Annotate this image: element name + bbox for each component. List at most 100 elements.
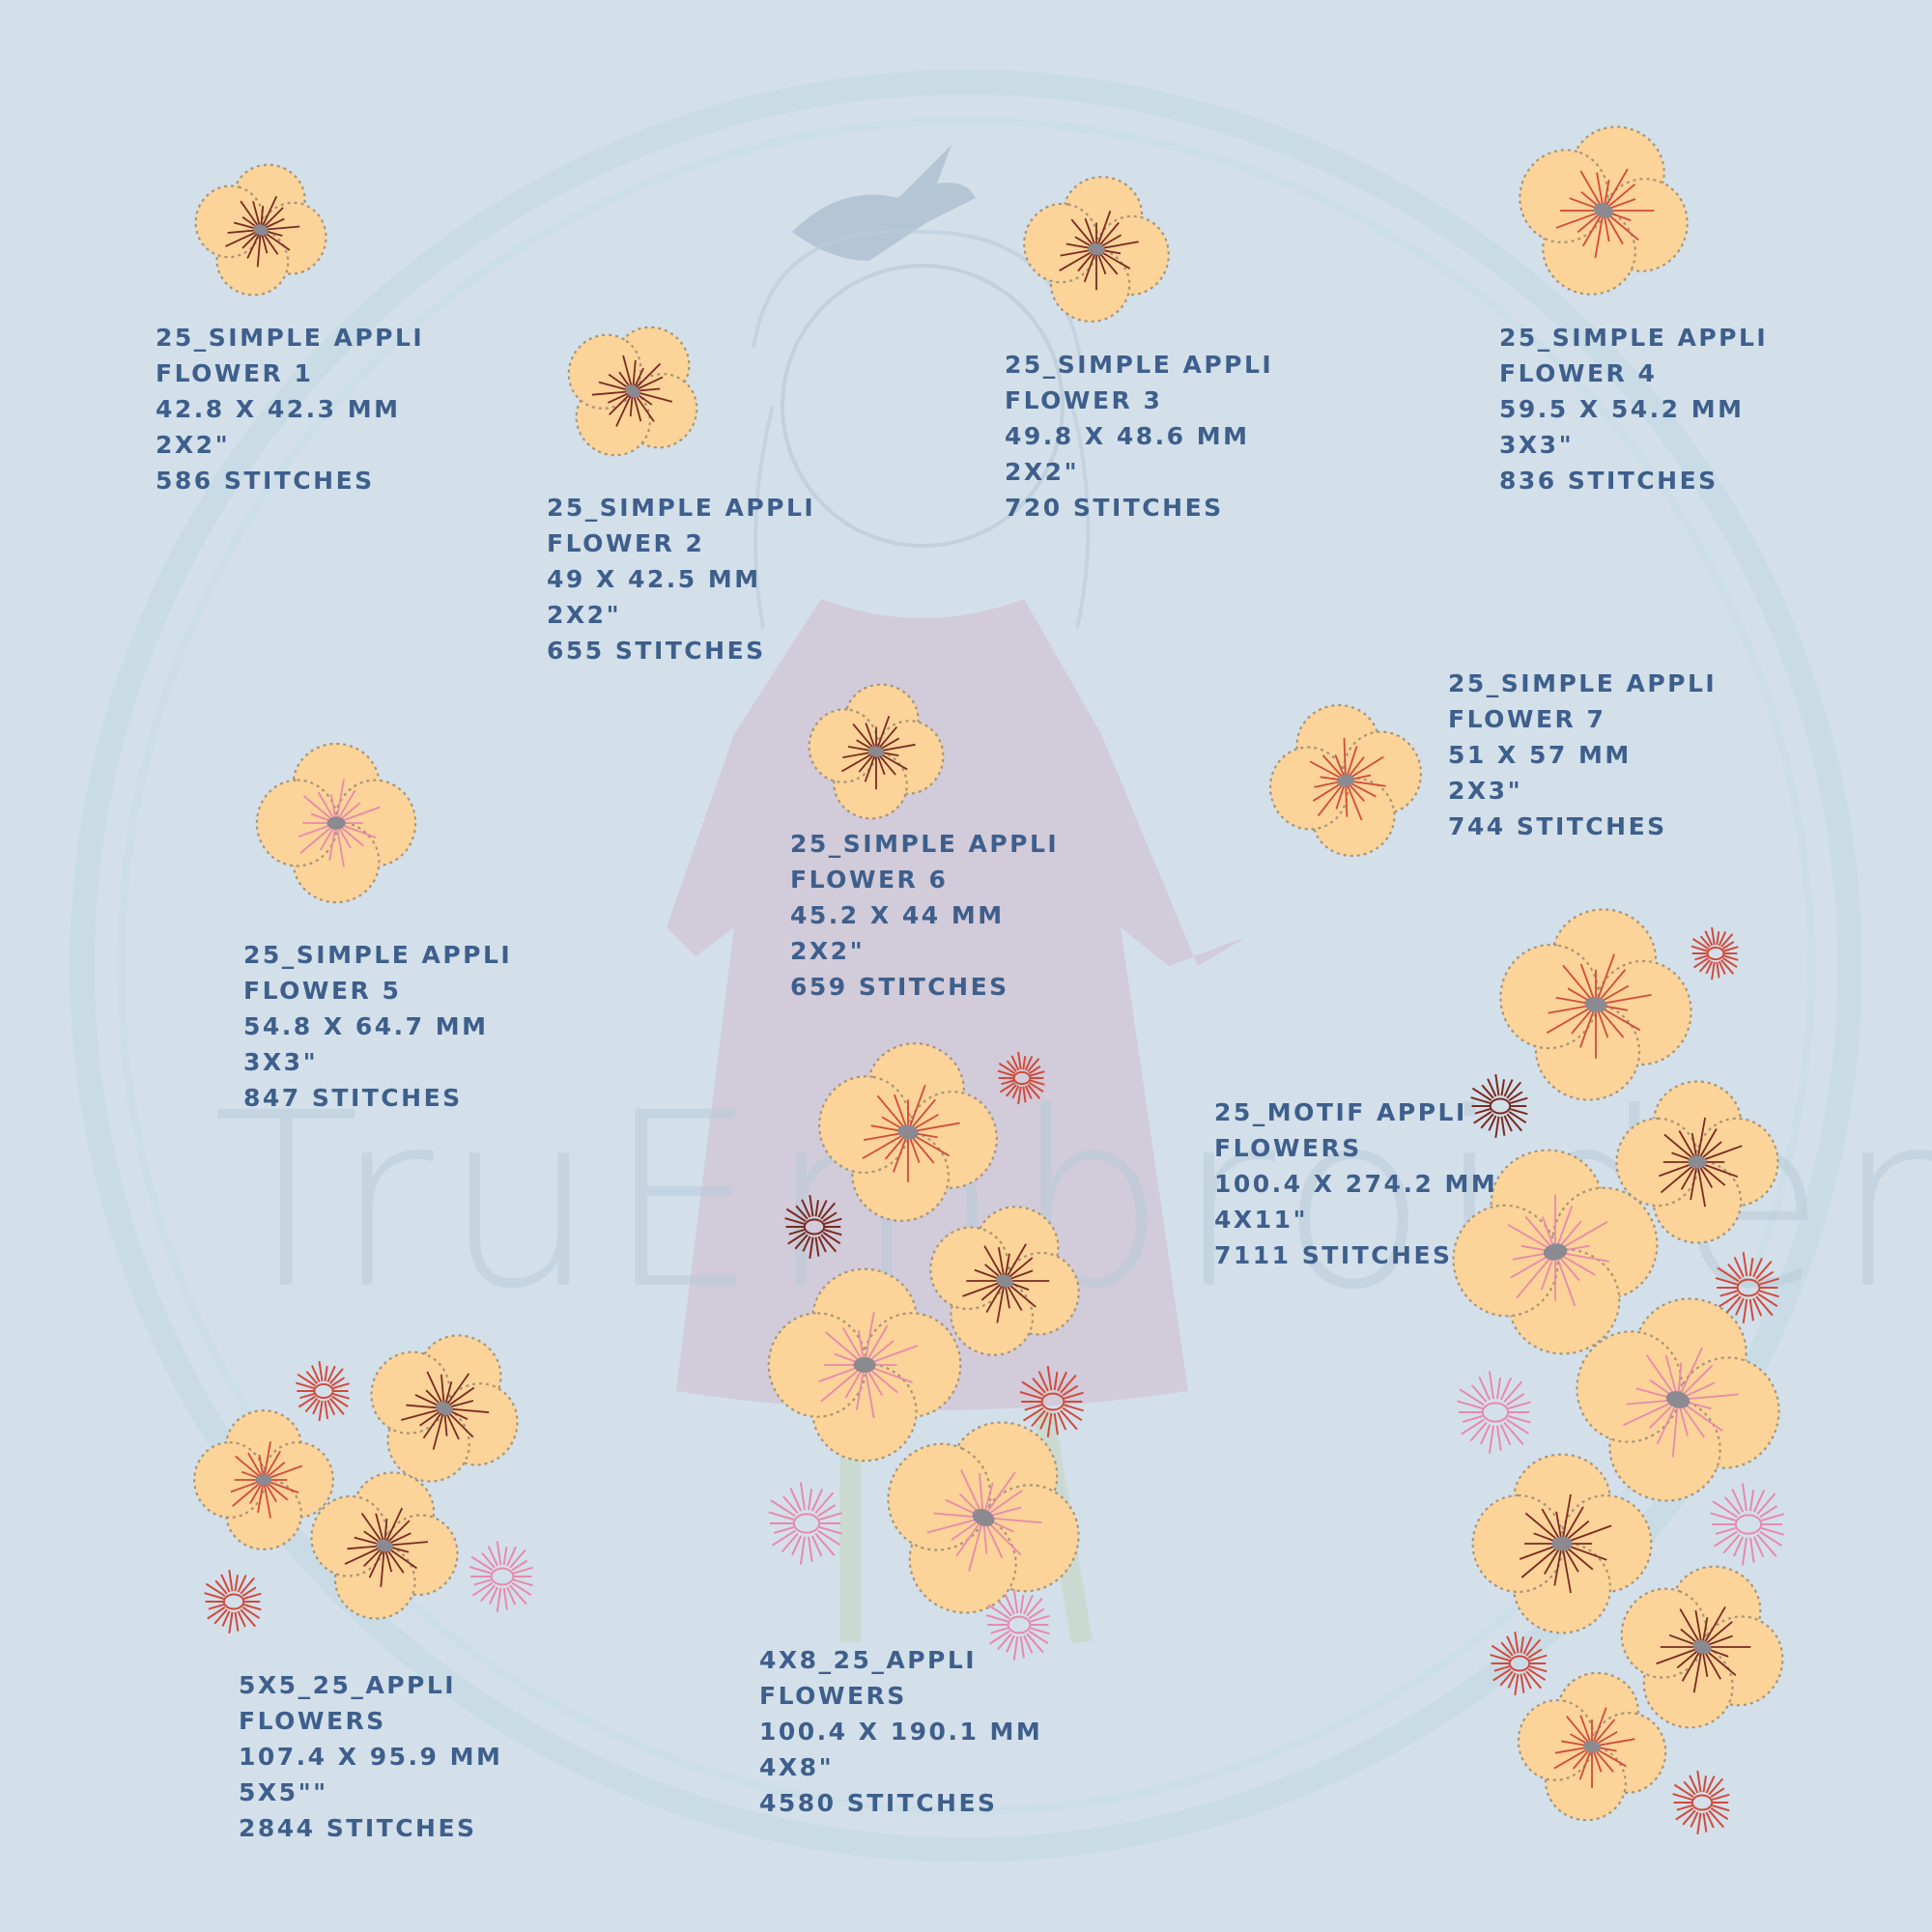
appli-flower <box>194 163 327 297</box>
flower-center <box>625 384 640 398</box>
design-dimensions: 45.2 x 44 mm <box>790 901 1005 929</box>
design-stitch-count: 586 stitches <box>156 467 375 495</box>
design-label-flower-6: 25_Simple Appli Flower 6 45.2 x 44 mm 2x… <box>790 826 1059 1005</box>
appli-flower <box>1268 703 1423 858</box>
design-stitch-count: 7111 stitches <box>1214 1241 1453 1269</box>
design-stitch-count: 720 stitches <box>1005 494 1224 522</box>
design-stitch-count: 744 stitches <box>1448 812 1667 840</box>
appli-flower <box>1452 1149 1659 1355</box>
design-name-line2: Flower 5 <box>243 977 402 1005</box>
design-hoop-size: 5x5"" <box>239 1778 328 1806</box>
flower-center <box>376 1539 393 1552</box>
design-name-line2: Flower 1 <box>156 359 314 387</box>
stitch-burst <box>1715 1252 1779 1323</box>
design-label-5x5-flowers: 5x5_25_Appli Flowers 107.4 x 95.9 mm 5x5… <box>239 1667 502 1846</box>
design-name-line1: 5x5_25_Appli <box>239 1671 457 1699</box>
stitch-burst <box>296 1360 350 1422</box>
appli-flower <box>929 1206 1080 1356</box>
design-name-line1: 25_Simple Appli <box>1499 324 1769 352</box>
appli-flower <box>1620 1565 1784 1729</box>
stitch-burst <box>1457 1371 1531 1454</box>
design-name-line1: 25_Motif Appli <box>1214 1098 1467 1126</box>
flower-center <box>897 1124 919 1140</box>
flower-petal <box>1519 149 1609 243</box>
design-name-line2: Flowers <box>1214 1134 1362 1162</box>
design-stitch-count: 2844 stitches <box>239 1814 477 1842</box>
bird-silhouette <box>792 145 976 261</box>
flower-center <box>1593 203 1614 218</box>
flower-designs <box>193 126 1784 1835</box>
flower-petal <box>193 1441 267 1519</box>
hoop-ring-inner <box>117 117 1815 1815</box>
flower-petal <box>1023 202 1100 284</box>
design-hoop-size: 2x2" <box>547 601 622 629</box>
stitch-burst <box>985 1589 1050 1661</box>
design-hoop-size: 3x3" <box>1499 431 1575 459</box>
design-name-line2: Flower 3 <box>1005 386 1163 414</box>
flower-center <box>1665 1391 1690 1408</box>
flower-center <box>255 1474 272 1486</box>
appli-flower <box>1576 1297 1780 1502</box>
flower-center <box>327 816 346 830</box>
design-stitch-count: 836 stitches <box>1499 467 1719 495</box>
design-label-flower-3: 25_Simple Appli Flower 3 49.8 x 48.6 mm … <box>1005 347 1273 526</box>
stitch-burst <box>768 1482 842 1565</box>
design-label-motif-flowers: 25_Motif Appli Flowers 100.4 x 274.2 mm … <box>1214 1094 1497 1273</box>
flower-center <box>867 746 885 757</box>
design-stitch-count: 4580 stitches <box>759 1789 998 1817</box>
flower-center <box>1336 774 1355 787</box>
flower-center <box>853 1357 876 1373</box>
appli-flower <box>310 1471 459 1620</box>
design-name-line2: Flowers <box>759 1682 907 1710</box>
design-name-line1: 25_Simple Appli <box>1448 669 1718 697</box>
design-label-flower-1: 25_Simple Appli Flower 1 42.8 x 42.3 mm … <box>156 320 424 498</box>
design-name-line2: Flower 2 <box>547 529 705 557</box>
appli-flower <box>887 1421 1080 1614</box>
design-dimensions: 49.8 x 48.6 mm <box>1005 422 1250 450</box>
appli-flower <box>1615 1080 1779 1244</box>
stitch-burst <box>204 1569 262 1634</box>
flower-center <box>996 1274 1013 1288</box>
design-stitch-count: 659 stitches <box>790 973 1009 1001</box>
stitch-burst <box>784 1194 842 1260</box>
design-name-line1: 25_Simple Appli <box>243 941 513 969</box>
design-label-flower-4: 25_Simple Appli Flower 4 59.5 x 54.2 mm … <box>1499 320 1768 498</box>
appli-flower <box>1023 176 1170 323</box>
appli-flower <box>1499 908 1692 1101</box>
flower-center <box>1584 996 1607 1013</box>
hoop-ring-outer <box>70 70 1862 1862</box>
design-hoop-size: 2x2" <box>1005 458 1080 486</box>
design-label-flower-5: 25_Simple Appli Flower 5 54.8 x 64.7 mm … <box>243 937 512 1116</box>
appli-flower <box>1517 1671 1667 1822</box>
design-hoop-size: 4x11" <box>1214 1206 1308 1234</box>
design-dimensions: 54.8 x 64.7 mm <box>243 1012 489 1040</box>
appli-flower <box>818 1042 998 1222</box>
design-hoop-size: 4x8" <box>759 1753 835 1781</box>
design-dimensions: 49 x 42.5 mm <box>547 565 761 593</box>
design-dimensions: 42.8 x 42.3 mm <box>156 395 401 423</box>
flower-center <box>972 1508 995 1527</box>
design-dimensions: 107.4 x 95.9 mm <box>239 1743 503 1771</box>
appli-flower <box>1471 1453 1653 1634</box>
design-name-line2: Flower 7 <box>1448 705 1606 733</box>
appli-flower <box>808 683 945 820</box>
design-name-line1: 25_Simple Appli <box>1005 351 1274 379</box>
design-stitch-count: 655 stitches <box>547 637 766 665</box>
design-hoop-size: 2x2" <box>790 937 866 965</box>
flower-petal <box>1576 1330 1683 1443</box>
design-name-line1: 25_Simple Appli <box>547 494 816 522</box>
stitch-burst <box>1490 1631 1548 1696</box>
flower-center <box>436 1402 453 1415</box>
stitch-burst <box>997 1051 1045 1105</box>
stitch-burst <box>1470 1073 1528 1139</box>
flower-petal <box>818 1075 912 1175</box>
design-name-line2: Flowers <box>239 1707 386 1735</box>
design-hoop-size: 2x2" <box>156 431 231 459</box>
design-name-line1: 25_Simple Appli <box>156 324 425 352</box>
flower-petal <box>1452 1204 1559 1318</box>
flower-petal <box>1615 1117 1700 1208</box>
flower-center <box>253 224 269 236</box>
flower-petal <box>1499 943 1600 1050</box>
flower-center <box>1543 1243 1568 1261</box>
design-dimensions: 59.5 x 54.2 mm <box>1499 395 1745 423</box>
